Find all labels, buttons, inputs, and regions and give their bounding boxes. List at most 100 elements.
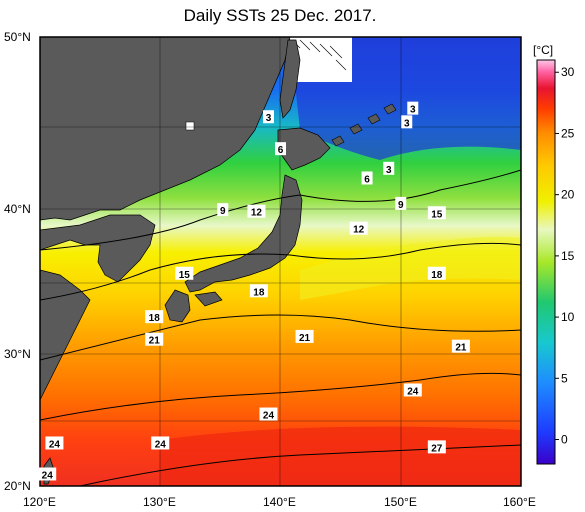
contour-label-text: 18 (431, 270, 443, 281)
contour-label-box (401, 115, 413, 129)
contour-label-text: 3 (404, 118, 410, 129)
contour-label-text: 6 (364, 175, 370, 186)
contour-label-text: 21 (455, 343, 467, 354)
map-frame (39, 36, 522, 487)
lon-label-160: 160°E (503, 495, 536, 509)
contour-label-text: 15 (431, 209, 443, 220)
isotherms (40, 169, 521, 486)
contour-label-box (295, 329, 314, 343)
colorbar-unit: [°C] (533, 43, 553, 57)
contour-label-box (427, 206, 446, 220)
contour-label-text: 12 (353, 225, 365, 236)
lon-label-120: 120°E (23, 495, 56, 509)
lat-label-20: 20°N (4, 479, 31, 493)
colorbar-tick-label: 30 (561, 65, 575, 79)
contour-label-text: 27 (431, 443, 443, 454)
contour-label-text: 24 (155, 439, 167, 450)
contour-label: 6 (275, 142, 286, 156)
land-asia (40, 37, 291, 221)
contour-label: 9 (395, 196, 407, 211)
lon-labels: 120°E 130°E 140°E 150°E 160°E (23, 495, 536, 509)
contour-label: 21 (295, 329, 314, 344)
contour-label-text: 24 (42, 470, 54, 481)
colorbar-tick-label: 5 (561, 371, 568, 385)
contour-label-text: 9 (398, 200, 404, 211)
contour-label-box (361, 171, 373, 185)
land-shikoku (194, 291, 223, 307)
contour-label-box (451, 339, 470, 353)
land-kurils (331, 103, 397, 147)
contour-label-box (407, 101, 419, 115)
contour-label: 24 (45, 436, 64, 450)
contour-label-box (349, 221, 368, 235)
kuroshio-band (300, 236, 521, 300)
contour-label: 3 (407, 101, 419, 116)
land-kyushu (164, 289, 191, 323)
contour-label: 9 (217, 203, 229, 217)
contour-label-text: 24 (49, 439, 61, 450)
lon-label-140: 140°E (263, 495, 296, 509)
contour-label: 18 (427, 266, 446, 281)
contour-label-box (427, 266, 446, 280)
contour-label-text: 12 (251, 208, 263, 219)
contour-label-box (249, 284, 268, 298)
contour-label: 24 (403, 383, 422, 397)
colorbar-ticks: 30 25 20 15 10 5 0 (555, 65, 575, 447)
contour-label-box (175, 266, 194, 280)
lat-label-30: 30°N (4, 347, 31, 361)
contour-label-text: 15 (179, 270, 191, 281)
contour-label: 24 (259, 407, 278, 422)
contour-label-box (217, 203, 229, 217)
contour-label-text: 24 (407, 386, 419, 397)
contour-label-box (145, 332, 164, 346)
contour-label-text: 3 (266, 113, 272, 124)
contour-label: 3 (401, 115, 413, 129)
colorbar-tick-label: 0 (561, 433, 568, 447)
contour-label-box (247, 204, 266, 218)
lat-labels: 50°N 40°N 30°N 20°N (4, 30, 31, 493)
lon-label-130: 130°E (143, 495, 176, 509)
sea-ice-hatch (291, 39, 347, 71)
contour-label-box (259, 407, 278, 421)
contour-label: 15 (427, 206, 446, 220)
sea-ice (290, 37, 352, 82)
contour-label-text: 6 (278, 145, 284, 156)
contour-label-box (427, 440, 446, 454)
land-china-coast (40, 269, 91, 401)
contour-label-text: 3 (386, 165, 392, 176)
colorbar-tick-label: 10 (561, 310, 575, 324)
contour-label-box (151, 436, 170, 450)
contour-label: 6 (361, 171, 373, 186)
colorbar-tick-label: 20 (561, 188, 575, 202)
contour-label: 3 (383, 161, 395, 176)
contour-label-text: 9 (220, 206, 226, 217)
lat-label-40: 40°N (4, 202, 31, 216)
land-korea (40, 214, 156, 283)
contour-label: 24 (151, 436, 170, 450)
contour-label: 18 (145, 310, 164, 324)
contour-label-box (395, 196, 407, 210)
colorbar-scale (536, 59, 556, 465)
page-title: Daily SSTs 25 Dec. 2017. (183, 6, 377, 25)
contour-label-box (262, 110, 274, 124)
contour-label: 3 (262, 110, 274, 124)
colorbar-tick-label: 15 (561, 249, 575, 263)
contour-label-box (403, 383, 422, 397)
lon-label-150: 150°E (384, 495, 417, 509)
contour-label-text: 24 (263, 411, 275, 422)
contour-label-text: 18 (149, 313, 161, 324)
warm-pool (160, 426, 521, 486)
contour-label-text: 21 (299, 333, 311, 344)
contour-label-text: 18 (253, 287, 265, 298)
contour-label: 27 (427, 440, 446, 454)
contour-label-text: 3 (410, 105, 416, 116)
land-honshu (184, 174, 303, 293)
colorbar-tick-label: 25 (561, 126, 575, 140)
contour-label: 24 (38, 467, 57, 481)
contour-label-text: 21 (149, 336, 161, 347)
contour-label: 21 (451, 339, 470, 354)
contour-label-box (145, 310, 164, 324)
land-sakhalin (279, 39, 301, 119)
